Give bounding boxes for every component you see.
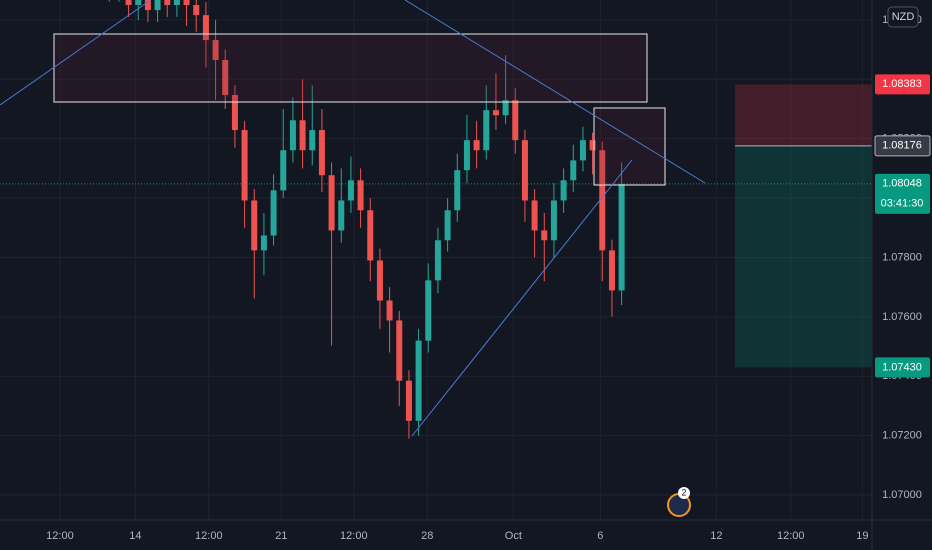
x-tick-label: 12:00 (46, 530, 74, 542)
candle-body (589, 140, 596, 151)
candle-body (570, 160, 577, 181)
price-badge (874, 135, 931, 157)
candle-body (367, 210, 374, 261)
candle-body (463, 140, 470, 171)
candle-body (541, 230, 548, 241)
x-tick-label: 12:00 (777, 530, 805, 542)
candle-body (212, 40, 219, 60)
y-tick-label: 1.07800 (882, 251, 922, 263)
candle-body (241, 130, 248, 201)
candle-body (415, 340, 422, 421)
candle-body (338, 200, 345, 231)
candle-body (502, 100, 509, 116)
candle-body (405, 380, 412, 421)
candle-body (125, 0, 132, 6)
countdown: 03:41:30 (881, 198, 924, 210)
x-tick-label: 21 (275, 530, 287, 542)
candle-body (173, 0, 180, 6)
target-zone (593, 107, 666, 186)
candle-body (135, 0, 142, 6)
y-tick-label: 1.07200 (882, 430, 922, 442)
candle-body (618, 183, 625, 291)
candle-body (164, 0, 171, 6)
reward-zone (735, 145, 872, 368)
price-badge (875, 357, 930, 378)
event-count: 2 (681, 487, 686, 497)
candle-body (318, 130, 325, 176)
price-badge-label: 1.08176 (882, 140, 922, 152)
candle-body (144, 0, 151, 11)
currency-box[interactable] (887, 6, 919, 28)
currency: NZD (892, 11, 915, 23)
x-tick-label: Oct (505, 530, 522, 542)
candle-body (396, 320, 403, 381)
x-tick-label: 28 (421, 530, 433, 542)
candle-body (347, 180, 354, 201)
supply-zone (53, 33, 648, 103)
candle-body (425, 280, 432, 341)
candle-body (434, 240, 441, 281)
candle-body (299, 120, 306, 151)
candle-body (454, 170, 461, 211)
candle-body (280, 150, 287, 191)
candle-body (309, 130, 316, 151)
candle-body (202, 15, 209, 41)
candle-body (492, 110, 499, 116)
candle-body (521, 140, 528, 201)
candle-body (608, 250, 615, 291)
y-tick-label: 1.07600 (882, 311, 922, 323)
trend-line (404, 0, 706, 184)
candle-body (531, 200, 538, 231)
x-tick-label: 12:00 (340, 530, 368, 542)
price-badge (875, 74, 930, 95)
event-badge (678, 487, 690, 499)
candle-body (270, 190, 277, 236)
price-badges: 1.08383 1.08176 1.08048 03:41:30 1.07430 (874, 74, 931, 378)
trend-line (411, 159, 633, 437)
x-tick-label: 19 (856, 530, 868, 542)
price-badge (875, 173, 930, 214)
candle-body (154, 0, 161, 11)
candle-body (560, 180, 567, 201)
candle-body (550, 200, 557, 241)
drawings (0, 0, 706, 437)
x-tick-label: 6 (597, 530, 603, 542)
x-tick-label: 12 (710, 530, 722, 542)
x-tick-label: 14 (129, 530, 141, 542)
candle-body (444, 210, 451, 241)
price-badge-label: 1.08383 (882, 78, 922, 90)
position-tool (0, 84, 872, 368)
candle-body (183, 0, 190, 6)
currency-badge[interactable]: NZD (887, 6, 919, 28)
candle-body (599, 150, 606, 251)
candle-body (579, 140, 586, 161)
x-tick-label: 12:00 (195, 530, 223, 542)
candle-body (231, 95, 238, 131)
price-badge-label: 1.07430 (882, 361, 922, 373)
y-tick-label: 1.07000 (882, 489, 922, 501)
candle-body (483, 110, 490, 151)
candle-body (473, 140, 480, 151)
risk-zone (735, 84, 872, 146)
candle-body (193, 5, 200, 16)
candle-body (251, 200, 258, 251)
candle-body (289, 120, 296, 151)
candle-body (386, 300, 393, 321)
candle-body (512, 100, 519, 141)
candle-body (376, 260, 383, 301)
candle-body (328, 175, 335, 231)
candle-body (260, 235, 267, 251)
candles (108, 0, 625, 439)
candle-body (222, 59, 229, 96)
candle-body (357, 180, 364, 211)
grid (0, 0, 872, 520)
price-badge-label: 1.08048 (882, 178, 922, 190)
event-marker[interactable]: 2 (667, 487, 691, 517)
trend-line (0, 0, 152, 106)
